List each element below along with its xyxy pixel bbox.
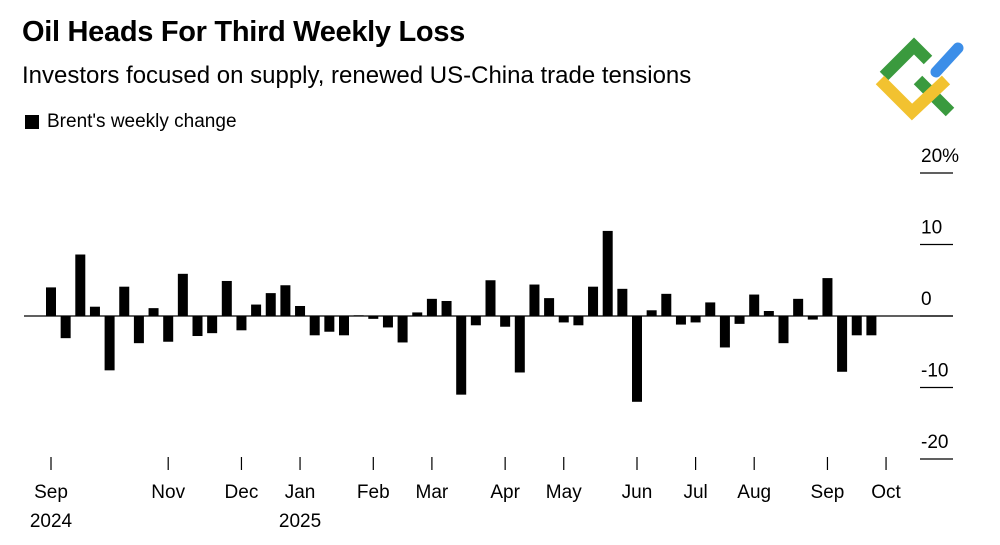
bar: [500, 316, 511, 327]
bar: [353, 315, 364, 317]
bar: [221, 280, 232, 316]
x-tick-year: 2025: [279, 511, 321, 532]
y-tick-label: 0: [921, 289, 932, 310]
x-tick-label: Jun: [622, 482, 653, 503]
bar: [236, 316, 247, 331]
bar: [588, 286, 599, 316]
bar: [778, 316, 789, 344]
bar: [602, 230, 613, 316]
bar: [822, 278, 833, 316]
bar: [573, 316, 584, 326]
bar: [265, 293, 276, 316]
x-tick-label: Dec: [225, 482, 259, 503]
logo-blue-stroke: [930, 42, 964, 78]
chart-subtitle: Investors focused on supply, renewed US-…: [22, 62, 692, 89]
bar: [309, 316, 320, 336]
bar: [397, 316, 408, 343]
bar: [207, 316, 218, 334]
bar: [104, 316, 115, 371]
y-tick-label: 10: [921, 218, 942, 239]
brand-logo: [875, 37, 964, 121]
chart-title: Oil Heads For Third Weekly Loss: [22, 16, 466, 48]
bar: [514, 316, 525, 373]
bar: [661, 293, 672, 316]
bar: [75, 254, 86, 316]
x-tick-label: Mar: [416, 482, 449, 503]
legend-label: Brent's weekly change: [47, 111, 237, 132]
y-tick-label: -10: [921, 361, 948, 382]
bar: [60, 316, 71, 339]
bar: [749, 294, 760, 316]
bar: [807, 316, 818, 320]
bar: [119, 286, 130, 316]
x-tick-label: Nov: [151, 482, 185, 503]
y-tick-label: 20%: [921, 146, 959, 167]
bar: [719, 316, 730, 348]
y-tick-label: -20: [921, 432, 948, 453]
bar: [251, 304, 262, 316]
bar: [690, 316, 701, 323]
legend-swatch: [25, 115, 39, 129]
bar: [485, 280, 496, 316]
bar: [632, 316, 642, 402]
bar: [46, 287, 56, 316]
bar: [412, 312, 423, 316]
bar: [793, 298, 804, 316]
x-tick-label: Jul: [683, 482, 707, 503]
bar: [558, 316, 569, 323]
bar: [324, 316, 335, 332]
bar: [133, 316, 144, 344]
bar: [866, 316, 877, 336]
bar: [456, 316, 467, 395]
bar: [837, 316, 848, 372]
bar: [675, 316, 686, 325]
x-tick-label: May: [546, 482, 582, 503]
bar: [177, 273, 188, 316]
x-tick-year: 2024: [30, 511, 73, 532]
bar: [426, 298, 437, 316]
bar: [646, 310, 657, 316]
bar: [295, 305, 306, 316]
bar: [705, 302, 716, 316]
bar: [192, 316, 203, 337]
x-tick-label: Aug: [737, 482, 771, 503]
bar: [734, 316, 745, 324]
bar: [339, 316, 349, 336]
legend: Brent's weekly change: [25, 111, 237, 133]
x-tick-label: Sep: [811, 482, 845, 503]
bar: [280, 285, 291, 316]
bar: [851, 316, 862, 336]
bar: [617, 288, 628, 316]
bar: [89, 306, 100, 316]
bar: [163, 316, 174, 342]
bar: [148, 308, 159, 316]
bar: [529, 284, 540, 316]
x-tick-label: Oct: [871, 482, 901, 503]
bar: [441, 300, 452, 316]
bar: [763, 310, 774, 316]
bar: [368, 316, 379, 319]
x-tick-label: Feb: [357, 482, 390, 503]
logo-green-chevron: [879, 37, 933, 81]
x-tick-label: Apr: [490, 482, 520, 503]
logo-yellow-chevron: [875, 75, 951, 121]
x-tick-label: Sep: [34, 482, 68, 503]
bar: [382, 316, 393, 328]
x-tick-label: Jan: [285, 482, 316, 503]
bar: [544, 298, 555, 316]
bar: [470, 316, 481, 326]
